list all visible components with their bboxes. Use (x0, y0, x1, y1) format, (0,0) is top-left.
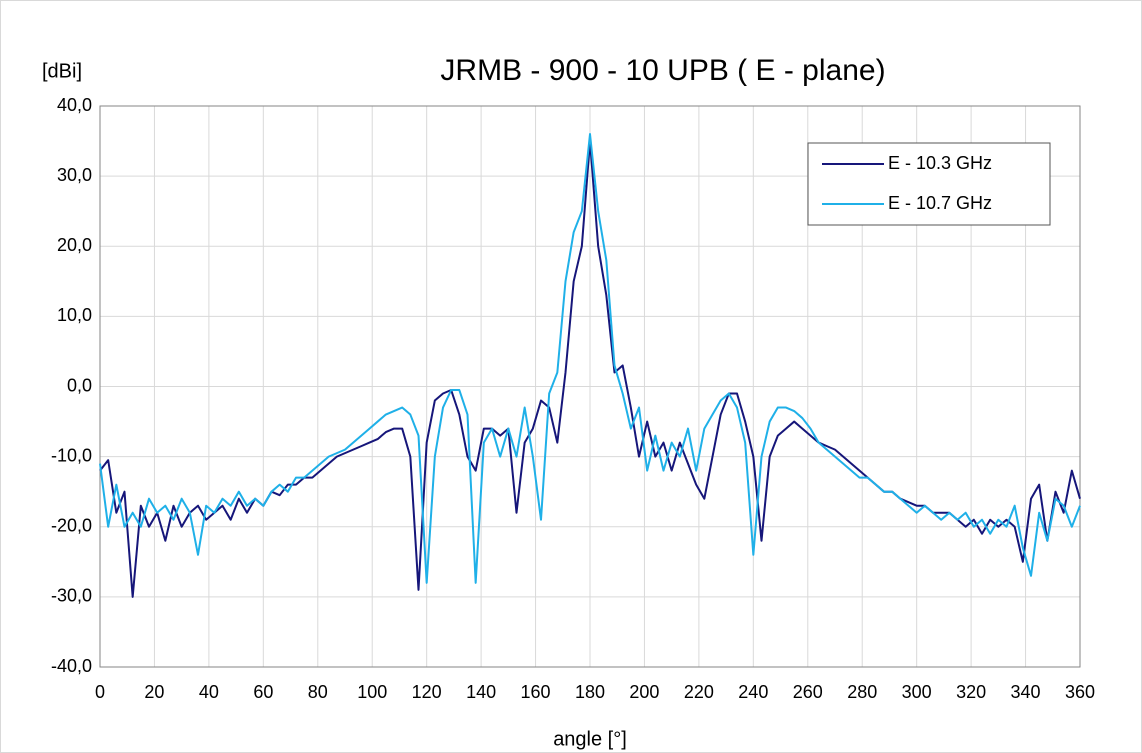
x-tick-label: 120 (412, 682, 442, 702)
y-tick-label: -20,0 (51, 516, 92, 536)
x-tick-label: 140 (466, 682, 496, 702)
x-tick-label: 200 (629, 682, 659, 702)
x-tick-label: 320 (956, 682, 986, 702)
x-tick-label: 80 (308, 682, 328, 702)
x-tick-label: 220 (684, 682, 714, 702)
legend-box (807, 142, 1051, 226)
y-tick-label: 20,0 (57, 235, 92, 255)
y-tick-label: 30,0 (57, 165, 92, 185)
x-tick-label: 60 (253, 682, 273, 702)
chart-title: JRMB - 900 - 10 UPB ( E - plane) (440, 54, 885, 87)
x-tick-label: 100 (357, 682, 387, 702)
y-tick-label: 0,0 (67, 375, 92, 395)
y-tick-label: 10,0 (57, 305, 92, 325)
x-axis-label: angle [°] (553, 728, 627, 750)
y-tick-label: -40,0 (51, 656, 92, 676)
legend-label: E - 10.3 GHz (888, 153, 992, 173)
x-tick-label: 160 (521, 682, 551, 702)
x-tick-label: 340 (1011, 682, 1041, 702)
x-tick-label: 180 (575, 682, 605, 702)
series-line (99, 133, 1081, 584)
x-tick-label: 0 (95, 682, 105, 702)
y-tick-label: -30,0 (51, 586, 92, 606)
x-tick-label: 20 (144, 682, 164, 702)
x-tick-label: 240 (738, 682, 768, 702)
legend-label: E - 10.7 GHz (888, 193, 992, 213)
plot-border (99, 105, 1081, 668)
x-tick-label: 280 (847, 682, 877, 702)
y-tick-label: 40,0 (57, 95, 92, 115)
y-axis-label: [dBi] (42, 60, 82, 82)
y-tick-label: -10,0 (51, 445, 92, 465)
x-tick-label: 260 (793, 682, 823, 702)
x-tick-label: 300 (902, 682, 932, 702)
x-tick-label: 40 (199, 682, 219, 702)
x-tick-label: 360 (1065, 682, 1095, 702)
